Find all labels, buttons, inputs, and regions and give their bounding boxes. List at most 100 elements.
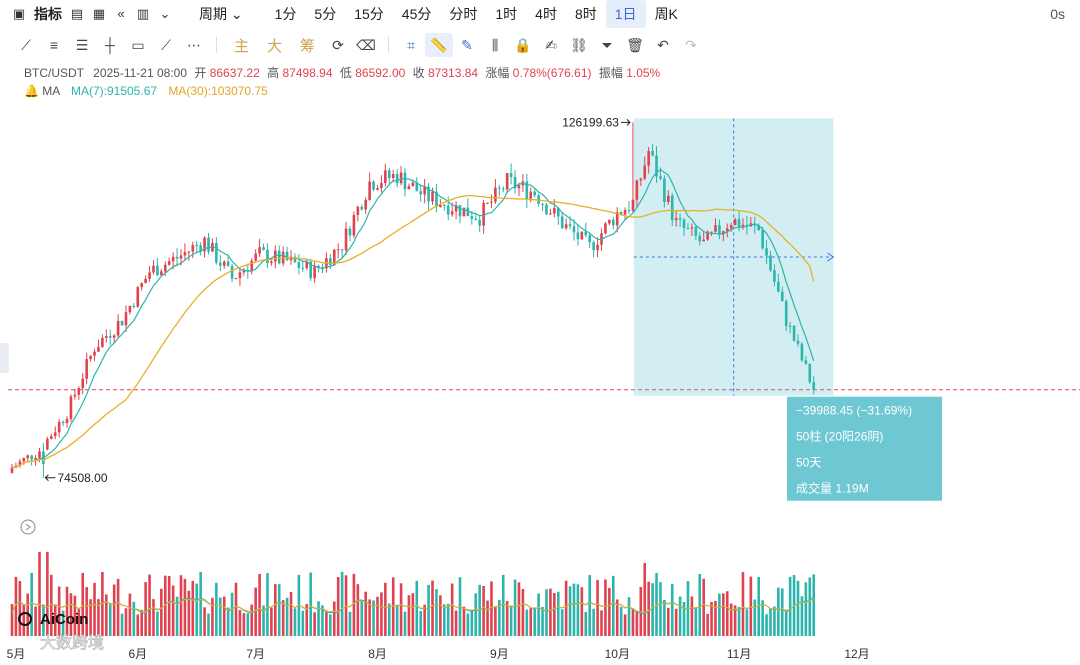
volume-bar (77, 608, 81, 636)
note-icon[interactable]: ✍ (545, 36, 557, 53)
more-icon[interactable]: ⋯ (187, 36, 201, 53)
link-icon[interactable]: ⛓ (570, 36, 588, 53)
text-tool-2[interactable]: 筹 (300, 37, 316, 55)
candle-body (364, 199, 367, 210)
channel-icon[interactable]: ☰ (75, 36, 89, 53)
tab-period-5[interactable]: 1时 (495, 6, 518, 22)
change-label: 涨幅 (485, 66, 510, 80)
calendar-icon[interactable]: ▤ (70, 6, 84, 21)
sync-icon[interactable]: ⟳ (332, 36, 344, 53)
volume-bar (34, 606, 37, 636)
volume-bar (81, 572, 85, 636)
candle-body (572, 226, 576, 233)
eraser-icon[interactable]: ⌫ (356, 36, 376, 53)
volume-bar (411, 593, 415, 636)
candle-body (289, 256, 293, 261)
volume-bar (53, 604, 57, 636)
text-tool-1[interactable]: 大 (267, 37, 283, 55)
sidebar-toggle[interactable] (0, 343, 9, 373)
high-value: 87498.94 (282, 66, 333, 80)
magnet-icon[interactable]: ✎ (461, 36, 473, 53)
indicator-button[interactable]: 指标 (34, 6, 62, 22)
volume-bar (651, 583, 654, 636)
candle-body (608, 219, 611, 224)
candle-body (230, 265, 234, 279)
candle-body (391, 173, 395, 178)
horizontal-line-icon[interactable]: ┼ (105, 37, 115, 53)
tab-period-8[interactable]: 1日 (605, 0, 646, 28)
candle-body (796, 340, 800, 344)
candle-body (576, 232, 580, 240)
indicator-icon[interactable]: ▣ (12, 6, 26, 21)
text-tool-0[interactable]: 主 (234, 37, 250, 55)
grid-icon[interactable]: ▦ (92, 6, 106, 21)
candle-style-icon[interactable]: ⫼ (491, 36, 499, 53)
candle-body (97, 347, 100, 352)
redo-icon[interactable]: ↷ (685, 36, 697, 53)
volume-bar (14, 576, 18, 636)
candle-body (399, 172, 403, 184)
tab-period-3[interactable]: 45分 (401, 6, 432, 22)
volume-bar (466, 613, 470, 636)
ruler-icon[interactable]: 📏 (425, 33, 454, 57)
volume-bar (482, 585, 485, 636)
period-dropdown[interactable]: 周期 ⌄ (190, 0, 252, 28)
candle-body (301, 267, 305, 269)
measure-info-box (787, 396, 942, 501)
hlines-icon[interactable]: ≡ (49, 37, 59, 53)
trash-icon[interactable]: 🗑 (626, 36, 644, 53)
filter-icon[interactable]: ⏷ (601, 36, 613, 53)
candle-body (329, 258, 332, 266)
candle-body (592, 242, 595, 251)
tab-period-0[interactable]: 1分 (274, 6, 297, 22)
tab-period-2[interactable]: 15分 (354, 6, 384, 22)
tab-period-9[interactable]: 周K (654, 6, 678, 22)
ma-label[interactable]: MA (42, 84, 60, 98)
candle-body (38, 451, 41, 458)
undo-icon[interactable]: ↶ (657, 36, 669, 53)
volume-bar (128, 593, 132, 636)
chevron-down-icon[interactable]: ⌄ (159, 6, 171, 21)
candle-body (407, 186, 411, 190)
candle-body (529, 191, 533, 199)
volume-bar (391, 577, 395, 636)
volume-bar (136, 614, 140, 636)
volume-bar (46, 551, 49, 636)
volume-bar (773, 606, 776, 636)
tab-period-7[interactable]: 8时 (574, 6, 597, 22)
ma-bell-icon[interactable]: 🔔 (24, 84, 39, 98)
candles-icon[interactable]: ▥ (136, 6, 150, 21)
volume-bar (144, 582, 147, 636)
rewind-icon[interactable]: « (117, 6, 125, 21)
tab-period-1[interactable]: 5分 (314, 6, 337, 22)
volume-bar (663, 599, 666, 636)
candle-body (667, 195, 670, 202)
ray-icon[interactable]: ⟋ (161, 36, 171, 53)
tab-period-4[interactable]: 分时 (449, 6, 478, 22)
tab-period-6[interactable]: 4时 (535, 6, 557, 22)
candle-body (356, 206, 360, 216)
volume-bar (325, 610, 328, 636)
volume-bar (195, 583, 199, 636)
candle-body (14, 465, 18, 468)
volume-bar (250, 604, 254, 636)
volume-bar (494, 607, 497, 636)
x-tick-label: 11月 (727, 647, 751, 661)
candle-body (733, 219, 737, 226)
high-arrow (620, 119, 631, 126)
lock-draw-icon[interactable]: ⌗ (407, 36, 415, 53)
candle-body (112, 335, 116, 338)
x-tick-label: 9月 (490, 647, 509, 661)
candle-body (211, 242, 214, 252)
padlock-icon[interactable]: 🔒 (514, 36, 532, 53)
candle-body (22, 458, 26, 462)
volume-bar (242, 613, 246, 636)
candle-body (521, 181, 525, 186)
rectangle-icon[interactable]: ▭ (131, 36, 145, 53)
candle-body (116, 320, 120, 336)
volume-bar (600, 610, 603, 636)
candle-body (792, 325, 796, 341)
volume-bar (659, 582, 662, 636)
trendline-icon[interactable]: ⟋ (21, 36, 31, 53)
candle-body (749, 223, 753, 227)
